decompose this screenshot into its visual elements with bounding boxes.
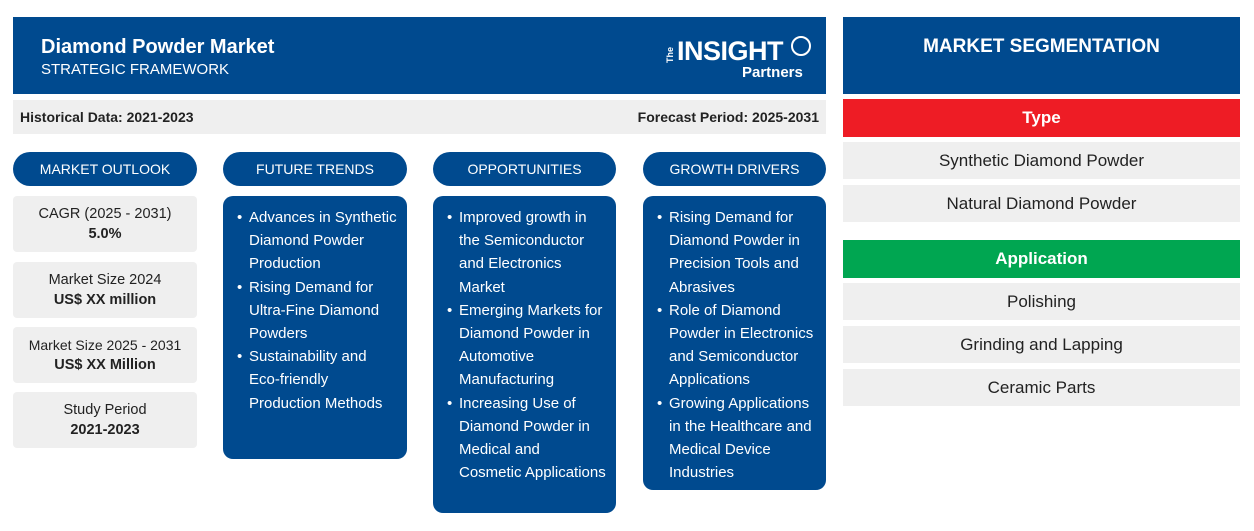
list-item: Role of Diamond Powder in Electronics an… xyxy=(657,299,816,392)
stat-value: US$ XX Million xyxy=(54,357,156,373)
opportunities-card: Improved growth in the Semiconductor and… xyxy=(433,196,616,513)
segment-application-header: Application xyxy=(843,240,1240,278)
opportunities-header: OPPORTUNITIES xyxy=(433,152,616,186)
historical-period: Historical Data: 2021-2023 xyxy=(20,109,194,125)
insight-partners-logo: The INSIGHT Partners xyxy=(663,33,811,85)
stat-label: Study Period xyxy=(63,402,147,418)
growth-drivers-card: Rising Demand for Diamond Powder in Prec… xyxy=(643,196,826,490)
logo-partners: Partners xyxy=(742,64,803,81)
stat-study-period: Study Period 2021-2023 xyxy=(13,392,197,448)
report-subtitle: STRATEGIC FRAMEWORK xyxy=(41,61,230,78)
market-outlook-header: MARKET OUTLOOK xyxy=(13,152,197,186)
segmentation-title: MARKET SEGMENTATION xyxy=(843,17,1240,94)
future-trends-header: FUTURE TRENDS xyxy=(223,152,407,186)
stat-market-size-2024: Market Size 2024 US$ XX million xyxy=(13,262,197,318)
segment-item: Polishing xyxy=(843,283,1240,320)
segment-item: Grinding and Lapping xyxy=(843,326,1240,363)
list-item: Increasing Use of Diamond Powder in Medi… xyxy=(447,392,606,485)
period-bar: Historical Data: 2021-2023 Forecast Peri… xyxy=(13,100,826,134)
segment-item: Synthetic Diamond Powder xyxy=(843,142,1240,179)
report-title: Diamond Powder Market xyxy=(41,36,275,58)
segment-type-header: Type xyxy=(843,99,1240,137)
stat-value: US$ XX million xyxy=(53,292,157,308)
growth-drivers-header: GROWTH DRIVERS xyxy=(643,152,826,186)
logo-insight: INSIGHT xyxy=(677,36,784,66)
stat-label: CAGR (2025 - 2031) xyxy=(38,206,172,222)
logo-the: The xyxy=(665,46,675,63)
stat-label: Market Size 2024 xyxy=(48,272,162,288)
future-trends-card: Advances in Synthetic Diamond Powder Pro… xyxy=(223,196,407,459)
report-header: Diamond Powder Market STRATEGIC FRAMEWOR… xyxy=(13,17,826,94)
list-item: Rising Demand for Ultra-Fine Diamond Pow… xyxy=(237,276,397,346)
stat-market-size-forecast: Market Size 2025 - 2031 US$ XX Million xyxy=(13,327,197,383)
list-item: Growing Applications in the Healthcare a… xyxy=(657,392,816,485)
logo-ring-icon xyxy=(791,36,811,56)
list-item: Advances in Synthetic Diamond Powder Pro… xyxy=(237,206,397,276)
segment-item: Natural Diamond Powder xyxy=(843,185,1240,222)
forecast-period: Forecast Period: 2025-2031 xyxy=(637,109,819,125)
list-item: Emerging Markets for Diamond Powder in A… xyxy=(447,299,606,392)
stat-value: 5.0% xyxy=(88,226,122,242)
list-item: Sustainability and Eco-friendly Producti… xyxy=(237,345,397,415)
list-item: Improved growth in the Semiconductor and… xyxy=(447,206,606,299)
stat-value: 2021-2023 xyxy=(70,422,140,438)
list-item: Rising Demand for Diamond Powder in Prec… xyxy=(657,206,816,299)
stat-label: Market Size 2025 - 2031 xyxy=(28,337,182,353)
segment-item: Ceramic Parts xyxy=(843,369,1240,406)
stat-cagr: CAGR (2025 - 2031) 5.0% xyxy=(13,196,197,252)
